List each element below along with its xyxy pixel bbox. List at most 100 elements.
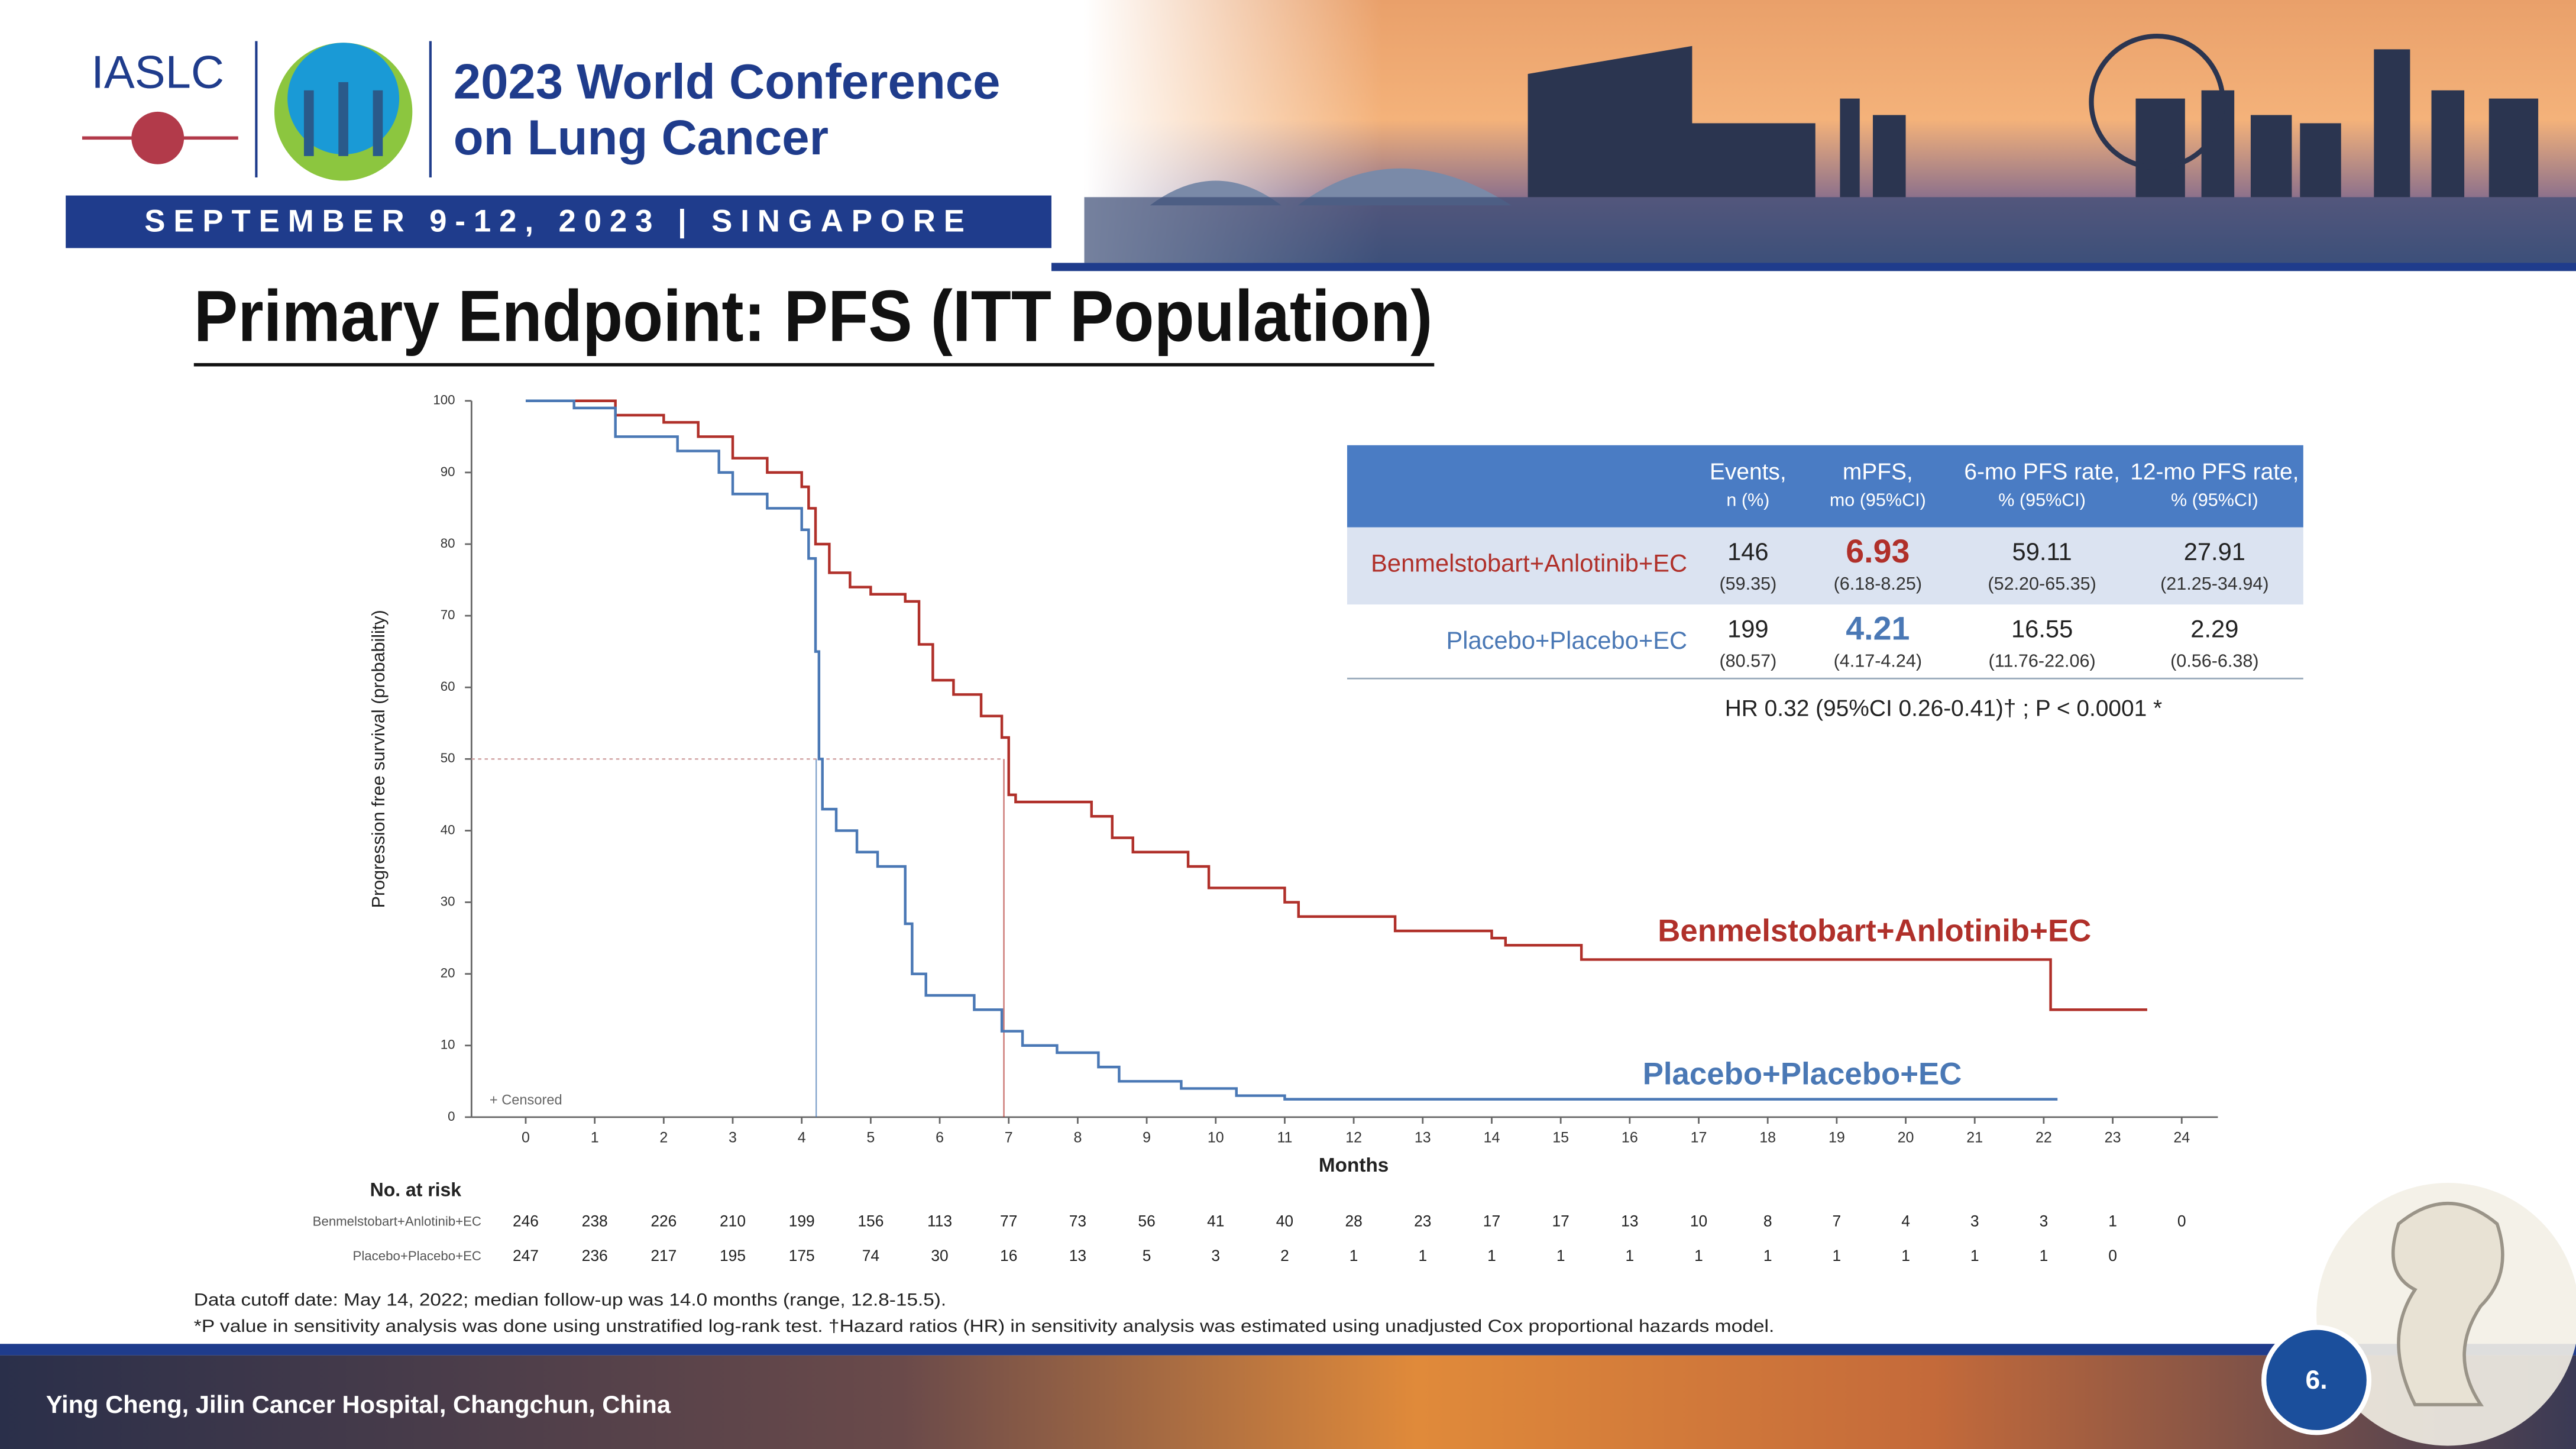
- page-badge: [2261, 1325, 2372, 1435]
- risk-count: 4: [1901, 1212, 1910, 1230]
- risk-count: 8: [1763, 1212, 1772, 1230]
- skyline: [1051, 0, 2576, 271]
- risk-count: 17: [1552, 1212, 1569, 1230]
- x-tick-label: 4: [798, 1130, 806, 1146]
- risk-count: 30: [931, 1247, 948, 1264]
- risk-count: 10: [1690, 1212, 1707, 1230]
- risk-count: 238: [582, 1212, 608, 1230]
- risk-count: 113: [927, 1212, 952, 1230]
- footer-band: [0, 1355, 2576, 1449]
- censored-legend: + Censored: [490, 1092, 562, 1108]
- table-ci: (0.56-6.38): [2170, 651, 2258, 671]
- y-axis-label: Progression free survival (probability): [368, 610, 389, 908]
- y-tick-label: 10: [441, 1037, 455, 1052]
- table-ci: (6.18-8.25): [1834, 574, 1922, 594]
- risk-count: 13: [1069, 1247, 1086, 1264]
- risk-count: 1: [1626, 1247, 1635, 1264]
- page-number: 6.: [2306, 1366, 2328, 1395]
- column-header: n (%): [1726, 490, 1769, 510]
- y-tick-label: 20: [441, 966, 455, 981]
- survival-curve: [525, 399, 2147, 1011]
- risk-count: 246: [513, 1212, 539, 1230]
- x-tick-label: 6: [936, 1130, 944, 1146]
- table-value: 16.55: [2011, 615, 2073, 643]
- risk-count: 236: [582, 1247, 608, 1264]
- x-tick-label: 1: [591, 1130, 599, 1146]
- risk-count: 7: [1833, 1212, 1842, 1230]
- risk-count: 56: [1138, 1212, 1155, 1230]
- column-header: Events,: [1710, 459, 1787, 484]
- x-tick-label: 2: [659, 1130, 668, 1146]
- risk-count: 2: [1280, 1247, 1289, 1264]
- risk-count: 156: [857, 1212, 884, 1230]
- column-header: % (95%CI): [1998, 490, 2086, 510]
- x-tick-label: 11: [1277, 1130, 1292, 1146]
- table-ci: (21.25-34.94): [2160, 574, 2268, 594]
- y-tick-label: 50: [441, 751, 455, 765]
- risk-row-label: Benmelstobart+Anlotinib+EC: [313, 1214, 481, 1229]
- x-tick-label: 10: [1208, 1130, 1224, 1146]
- x-tick-label: 16: [1622, 1130, 1638, 1146]
- hazard-ratio-note: HR 0.32 (95%CI 0.26-0.41)† ; P < 0.0001 …: [1725, 696, 2162, 721]
- y-tick-label: 100: [433, 393, 455, 407]
- table-value: 59.11: [2012, 538, 2072, 565]
- table-row-bg: [1347, 527, 2303, 605]
- row-name: Benmelstobart+Anlotinib+EC: [1371, 549, 1687, 577]
- x-tick-label: 20: [1898, 1130, 1914, 1146]
- risk-count: 0: [2108, 1247, 2117, 1264]
- x-tick-label: 14: [1484, 1130, 1500, 1146]
- y-tick-label: 0: [448, 1109, 455, 1124]
- slide-title: Primary Endpoint: PFS (ITT Population): [194, 276, 1433, 357]
- conference-name: on Lung Cancer: [454, 110, 829, 165]
- x-tick-label: 12: [1345, 1130, 1362, 1146]
- risk-count: 1: [1418, 1247, 1427, 1264]
- table-value: 199: [1727, 615, 1769, 643]
- risk-count: 1: [1901, 1247, 1910, 1264]
- x-tick-label: 18: [1759, 1130, 1776, 1146]
- risk-count: 28: [1345, 1212, 1362, 1230]
- risk-count: 3: [1211, 1247, 1220, 1264]
- risk-count: 217: [651, 1247, 677, 1264]
- x-tick-label: 0: [522, 1130, 530, 1146]
- x-tick-label: 3: [729, 1130, 737, 1146]
- y-tick-label: 70: [441, 607, 455, 622]
- column-header: % (95%CI): [2171, 490, 2258, 510]
- y-tick-label: 40: [441, 822, 455, 837]
- risk-count: 1: [2108, 1212, 2117, 1230]
- footnote: Data cutoff date: May 14, 2022; median f…: [194, 1291, 946, 1310]
- x-tick-label: 8: [1073, 1130, 1082, 1146]
- risk-count: 226: [651, 1212, 677, 1230]
- risk-count: 16: [1000, 1247, 1017, 1264]
- merlion-icon: [2316, 1183, 2576, 1446]
- table-value: 6.93: [1846, 533, 1910, 570]
- x-tick-label: 24: [2173, 1130, 2190, 1146]
- risk-count: 13: [1621, 1212, 1638, 1230]
- risk-count: 1: [1350, 1247, 1358, 1264]
- conference-dates: SEPTEMBER 9-12, 2023 | SINGAPORE: [144, 204, 973, 240]
- y-tick-label: 30: [441, 894, 455, 908]
- y-tick-label: 90: [441, 464, 455, 479]
- column-header: 12-mo PFS rate,: [2130, 459, 2299, 484]
- x-tick-label: 17: [1691, 1130, 1707, 1146]
- risk-row-label: Placebo+Placebo+EC: [353, 1249, 481, 1263]
- risk-count: 195: [720, 1247, 746, 1264]
- risk-count: 1: [1487, 1247, 1496, 1264]
- risk-count: 175: [789, 1247, 815, 1264]
- footnote: *P value in sensitivity analysis was don…: [194, 1317, 1774, 1336]
- column-header: 6-mo PFS rate,: [1964, 459, 2120, 484]
- column-header: mo (95%CI): [1830, 490, 1926, 510]
- risk-count: 1: [1970, 1247, 1979, 1264]
- x-tick-label: 19: [1829, 1130, 1845, 1146]
- org-name: IASLC: [91, 47, 224, 98]
- column-header: mPFS,: [1843, 459, 1913, 484]
- curve-label: Placebo+Placebo+EC: [1643, 1056, 1962, 1091]
- row-name: Placebo+Placebo+EC: [1446, 626, 1687, 654]
- table-ci: (52.20-65.35): [1988, 574, 2096, 594]
- footer-line: [0, 1344, 2576, 1356]
- table-value: 4.21: [1846, 610, 1910, 646]
- x-tick-label: 5: [866, 1130, 875, 1146]
- y-tick-label: 80: [441, 536, 455, 551]
- risk-count: 3: [1970, 1212, 1979, 1230]
